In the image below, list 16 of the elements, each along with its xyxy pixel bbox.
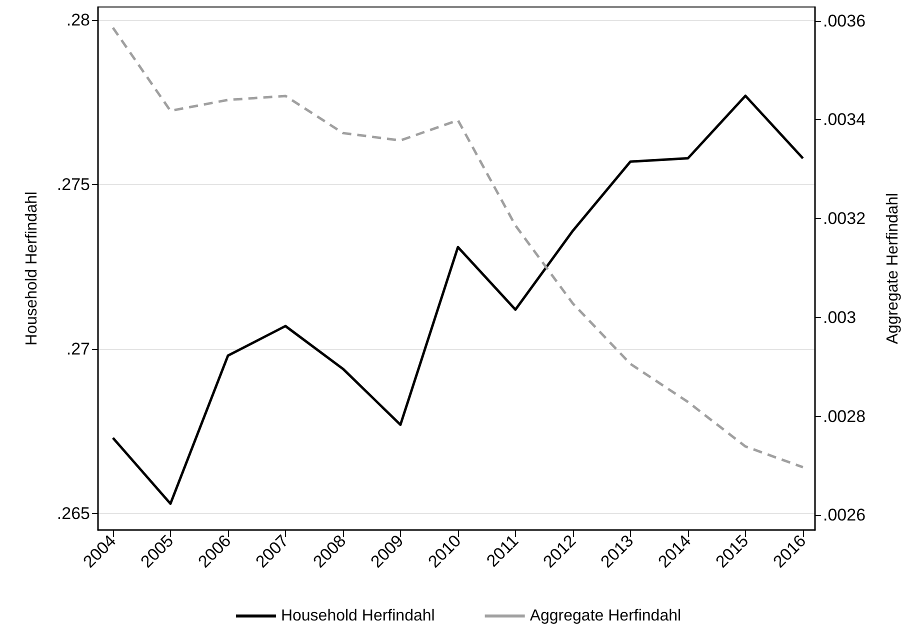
y2-tick-label: .0032 xyxy=(823,209,866,228)
legend-label: Aggregate Herfindahl xyxy=(530,608,682,624)
legend-label: Household Herfindahl xyxy=(280,608,435,624)
y-tick-label: .275 xyxy=(56,175,90,194)
y2-tick-label: .0036 xyxy=(823,11,866,30)
y-tick-label: .265 xyxy=(56,504,90,524)
y2-tick-label: .0028 xyxy=(823,406,866,426)
y2-axis-title: Aggregate Herfindahl xyxy=(884,192,902,344)
line-series xyxy=(112,26,804,468)
y-tick-label: .27 xyxy=(66,340,90,359)
y2-tick-label: .003 xyxy=(823,308,856,327)
y2-tick-label: .0026 xyxy=(823,506,866,525)
y-axis-title: Household Herfindahl xyxy=(24,192,40,346)
y-tick-label: .28 xyxy=(66,10,90,30)
y2-tick-label: .0034 xyxy=(823,110,866,130)
line-series xyxy=(112,94,804,505)
